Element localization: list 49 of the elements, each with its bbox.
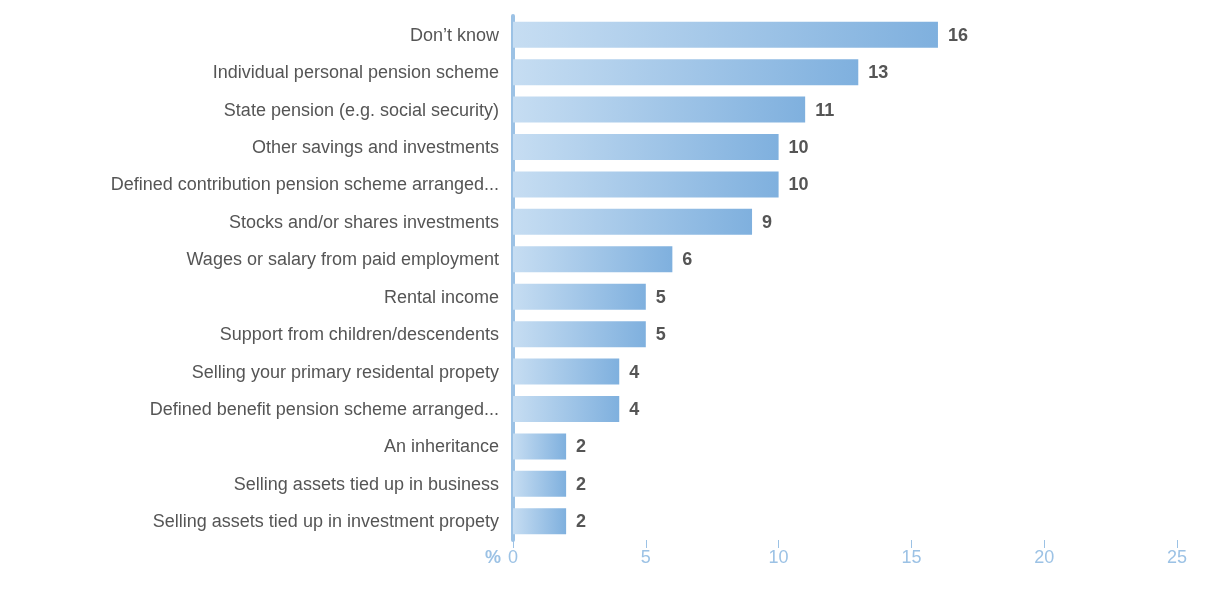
bar [513, 59, 859, 86]
data-label: 13 [868, 62, 889, 83]
x-tick-label: 15 [901, 547, 922, 567]
data-label: 11 [815, 99, 835, 120]
y-tick-label: Defined contribution pension scheme arranged... [110, 174, 499, 195]
x-tick-label: 10 [768, 547, 789, 567]
data-label: 6 [682, 249, 693, 270]
data-label: 4 [629, 399, 640, 419]
bar [513, 96, 806, 123]
bar [513, 171, 779, 198]
x-tick-label: 5 [640, 547, 651, 567]
bar [513, 21, 938, 48]
data-label: 10 [788, 137, 809, 157]
data-label: 2 [576, 473, 587, 494]
x-tick-label: 20 [1034, 547, 1055, 567]
data-label: 9 [762, 211, 773, 232]
y-tick-label: Selling assets tied up in investment propety [152, 511, 499, 532]
y-tick-label: Selling your primary residental propety [191, 361, 499, 382]
bar [513, 246, 673, 273]
bar [513, 208, 753, 235]
data-label: 2 [576, 511, 587, 532]
y-tick-label: Individual personal pension scheme [212, 62, 499, 83]
y-tick-label: An inheritance [383, 436, 499, 457]
data-label: 2 [576, 436, 587, 457]
y-tick-label: Rental income [383, 286, 499, 307]
bar [513, 508, 567, 535]
bar [513, 358, 620, 385]
bar [513, 283, 646, 310]
x-axis-title: % [484, 547, 501, 567]
bar [513, 396, 620, 422]
y-tick-label: State pension (e.g. social security) [223, 99, 499, 120]
data-label: 10 [788, 174, 809, 195]
y-tick-label: Don’t know [409, 24, 500, 45]
y-tick-label: Wages or salary from paid employment [186, 249, 499, 270]
data-label: 4 [629, 361, 640, 382]
bar [513, 321, 646, 348]
x-tick-label: 25 [1166, 547, 1188, 567]
bar [513, 433, 567, 460]
bar [513, 470, 567, 497]
data-label: 16 [947, 24, 968, 45]
x-tick-label: 0 [507, 547, 519, 567]
y-tick-label: Defined benefit pension scheme arranged... [149, 399, 499, 419]
y-tick-label: Support from children/descendents [219, 324, 499, 345]
y-tick-label: Selling assets tied up in business [233, 473, 499, 494]
y-tick-label: Other savings and investments [251, 137, 499, 157]
data-label: 5 [655, 324, 666, 345]
bar [513, 134, 779, 160]
data-label: 5 [655, 286, 666, 307]
y-tick-label: Stocks and/or shares investments [228, 211, 499, 232]
